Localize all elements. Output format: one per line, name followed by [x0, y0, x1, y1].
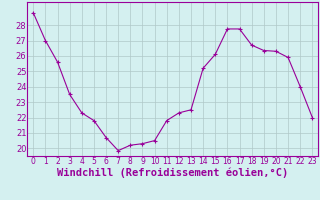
- X-axis label: Windchill (Refroidissement éolien,°C): Windchill (Refroidissement éolien,°C): [57, 167, 288, 178]
